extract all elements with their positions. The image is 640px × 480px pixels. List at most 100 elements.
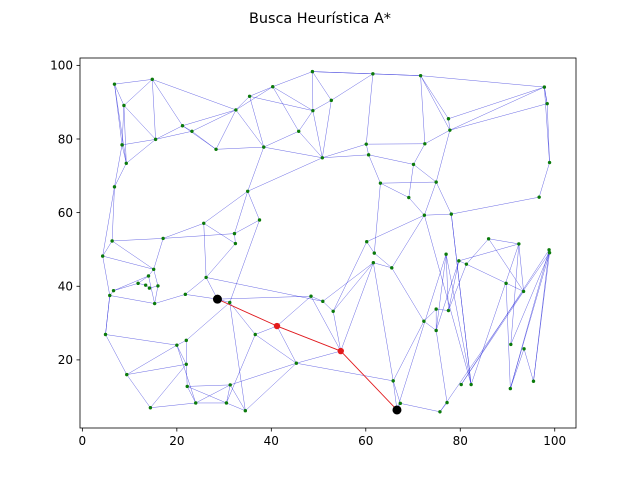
graph-node: [310, 69, 315, 74]
graph-edge: [176, 345, 187, 365]
graph-node: [445, 400, 449, 405]
graph-edge: [235, 109, 264, 148]
graph-edge: [176, 340, 187, 346]
graph-edge: [310, 296, 341, 352]
path-layer: [217, 298, 398, 411]
plot-area: [100, 69, 552, 415]
graph-node: [124, 161, 128, 165]
graph-edge: [312, 71, 421, 76]
graph-node: [331, 309, 335, 313]
graph-edge: [217, 295, 312, 300]
graph-edge: [153, 269, 159, 286]
graph-edge: [322, 301, 334, 312]
graph-edge: [245, 363, 297, 411]
path-node: [273, 322, 281, 330]
graph-edge: [114, 84, 127, 164]
graph-node: [112, 185, 117, 189]
graph-edge: [216, 146, 264, 150]
graph-edge: [112, 238, 164, 242]
x-tick-label: 60: [358, 434, 373, 448]
graph-edge: [226, 334, 256, 404]
graph-node: [253, 332, 257, 337]
graph-node: [185, 384, 189, 389]
graph-node: [100, 254, 105, 258]
graph-edge: [396, 254, 447, 411]
y-axis: 20 40 60 80 100: [50, 59, 80, 367]
graph-node: [247, 94, 252, 98]
graph-edge: [152, 79, 183, 126]
graph-node: [321, 299, 325, 304]
graph-edge: [247, 157, 323, 192]
graph-edge: [111, 240, 154, 270]
graph-node: [366, 153, 371, 157]
graph-edge: [518, 243, 524, 292]
graph-node: [150, 77, 154, 82]
graph-edge: [505, 283, 511, 389]
graph-edge: [105, 334, 177, 346]
graph-edge: [435, 260, 460, 331]
graph-edge: [424, 181, 437, 216]
graph-edge: [102, 240, 113, 257]
graph-edge: [191, 131, 217, 150]
graph-edge: [332, 311, 341, 352]
graph-edge: [126, 139, 156, 164]
graph-node: [224, 401, 229, 405]
graph-edge: [296, 362, 394, 382]
graph-edge: [249, 96, 264, 148]
graph-edge: [235, 96, 250, 111]
graph-edge: [449, 103, 548, 131]
graph-edge: [126, 374, 151, 408]
graph-edge: [312, 110, 323, 158]
graph-node: [108, 293, 112, 298]
graph-edge: [366, 241, 375, 254]
graph-node: [151, 267, 156, 272]
graph-node: [103, 332, 108, 337]
graph-edge: [413, 143, 426, 165]
graph-node: [521, 289, 526, 294]
graph-edge: [203, 223, 236, 244]
graph-edge: [538, 162, 550, 198]
graph-edge: [123, 79, 153, 106]
y-tick-label: 60: [58, 206, 73, 220]
graph-edge: [191, 109, 236, 132]
graph-node: [547, 248, 551, 252]
graph-edge: [187, 386, 227, 404]
graph-node: [257, 218, 262, 222]
graph-node: [232, 231, 237, 236]
graph-node: [183, 292, 188, 297]
graph-edge: [114, 84, 125, 106]
graph-edge: [249, 86, 273, 97]
graph-edge: [445, 254, 472, 385]
graph-edge: [510, 348, 525, 389]
graph-edge: [272, 71, 313, 87]
y-tick-label: 100: [50, 59, 73, 73]
graph-node: [422, 213, 427, 217]
graph-node: [448, 128, 452, 132]
nodes-layer: [100, 69, 552, 414]
graph-edge: [436, 308, 449, 311]
start-node: [212, 294, 222, 304]
graph-edge: [449, 86, 545, 131]
graph-edge: [272, 86, 313, 111]
graph-edge: [152, 79, 156, 140]
graph-edge: [546, 103, 550, 163]
graph-edge: [322, 262, 374, 302]
graph-edge: [163, 233, 235, 239]
graph-edge: [123, 105, 127, 164]
graph-edge: [544, 87, 550, 163]
graph-node: [175, 343, 179, 347]
graph-node: [329, 98, 334, 103]
graph-edge: [332, 241, 367, 312]
graph-edge: [150, 402, 196, 408]
graph-edge: [408, 197, 425, 216]
graph-node: [311, 108, 315, 113]
graph-node: [365, 240, 369, 244]
graph-edge: [331, 73, 373, 101]
graph-node: [522, 347, 526, 351]
graph-edge: [176, 345, 196, 404]
graph-edge: [312, 100, 332, 111]
graph-edge: [105, 295, 110, 335]
graph-node: [545, 101, 549, 106]
graph-edge: [466, 238, 489, 265]
graph-edge: [121, 105, 125, 145]
